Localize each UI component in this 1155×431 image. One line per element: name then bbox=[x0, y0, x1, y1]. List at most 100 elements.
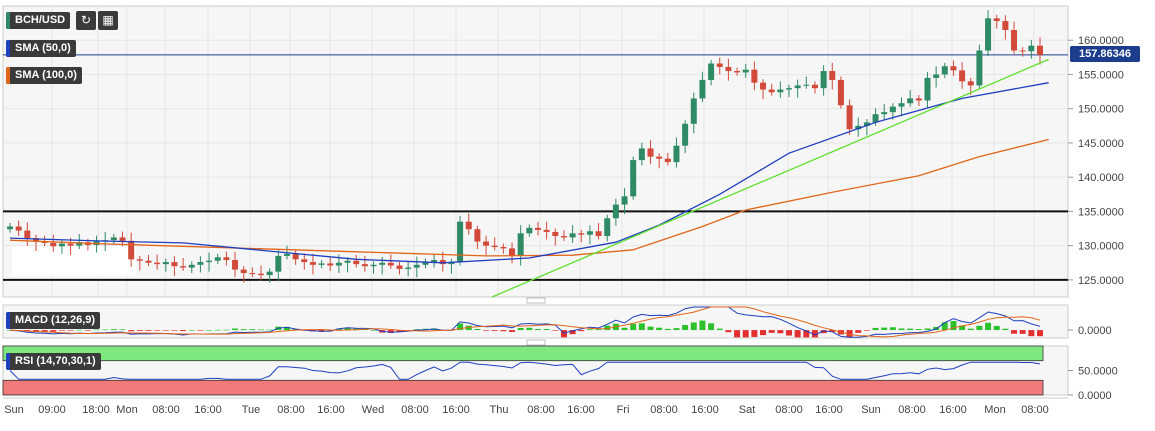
macd-legend[interactable]: MACD (12,26,9) bbox=[6, 312, 101, 329]
calendar-icon[interactable]: ▦ bbox=[98, 11, 118, 30]
candle-body-54 bbox=[474, 229, 481, 242]
time-tick-label-2: 18:00 bbox=[82, 404, 110, 416]
macd-bar-99 bbox=[863, 330, 870, 331]
candle-body-57 bbox=[500, 247, 507, 249]
macd-bar-16 bbox=[145, 330, 152, 331]
candle-body-56 bbox=[491, 245, 498, 248]
candle-body-14 bbox=[128, 240, 135, 260]
candle-body-5 bbox=[50, 242, 57, 247]
macd-bar-54 bbox=[474, 328, 481, 331]
macd-bar-101 bbox=[881, 327, 888, 331]
candle-body-81 bbox=[708, 63, 715, 80]
macd-panel-bg bbox=[2, 304, 1069, 339]
candle-body-117 bbox=[1019, 50, 1026, 52]
candle-body-104 bbox=[907, 98, 914, 104]
candle-body-37 bbox=[327, 263, 334, 266]
macd-bar-3 bbox=[32, 330, 39, 332]
macd-color-marker bbox=[6, 312, 10, 329]
sma50-legend[interactable]: SMA (50,0) bbox=[6, 40, 76, 57]
sma100-legend[interactable]: SMA (100,0) bbox=[6, 67, 82, 84]
candle-body-55 bbox=[483, 241, 490, 246]
rsi-legend[interactable]: RSI (14,70,30,1) bbox=[6, 353, 101, 370]
current-price-tag: 157.86346 bbox=[1070, 46, 1140, 62]
symbol-tag[interactable]: BCH/USD bbox=[6, 12, 71, 29]
macd-bar-77 bbox=[673, 328, 680, 331]
macd-bar-119 bbox=[1037, 330, 1043, 337]
candle-body-70 bbox=[612, 204, 619, 219]
macd-bar-109 bbox=[950, 320, 957, 331]
candle-body-1 bbox=[15, 226, 22, 231]
sma100-color-marker bbox=[6, 67, 10, 84]
macd-signal-line bbox=[9, 306, 1041, 338]
time-tick-label-0: Sun bbox=[4, 404, 24, 416]
macd-bar-14 bbox=[128, 330, 135, 332]
macd-bar-33 bbox=[292, 328, 299, 331]
macd-bar-30 bbox=[266, 329, 273, 331]
macd-bar-5 bbox=[50, 330, 57, 332]
time-tick-label-4: 08:00 bbox=[152, 404, 180, 416]
refresh-icon[interactable]: ↻ bbox=[76, 11, 96, 30]
price-tick-label-4: 145.0000 bbox=[1078, 138, 1124, 150]
macd-bar-78 bbox=[682, 325, 689, 331]
macd-bar-76 bbox=[664, 328, 671, 331]
macd-bar-17 bbox=[154, 330, 161, 331]
candle-body-109 bbox=[950, 66, 957, 71]
candle-body-45 bbox=[396, 265, 403, 269]
macd-bar-39 bbox=[344, 327, 351, 331]
candle-body-98 bbox=[855, 125, 862, 130]
macd-bar-9 bbox=[84, 330, 91, 331]
macd-bar-103 bbox=[898, 328, 905, 331]
candle-body-96 bbox=[837, 79, 844, 106]
macd-bar-88 bbox=[768, 330, 775, 333]
candle-body-64 bbox=[560, 236, 567, 238]
candle-body-46 bbox=[405, 267, 412, 269]
macd-bar-38 bbox=[335, 328, 342, 331]
candle-body-19 bbox=[171, 262, 178, 267]
macd-bar-62 bbox=[543, 329, 550, 331]
candle-body-6 bbox=[58, 243, 65, 247]
candle-body-99 bbox=[863, 122, 870, 126]
time-tick-label-18: Sat bbox=[739, 404, 756, 416]
candle-body-47 bbox=[413, 264, 420, 268]
candle-body-36 bbox=[318, 263, 325, 265]
candle-body-40 bbox=[353, 260, 360, 265]
candle-body-17 bbox=[154, 262, 161, 265]
macd-bar-4 bbox=[41, 330, 48, 332]
macd-bar-74 bbox=[647, 326, 654, 331]
candle-body-23 bbox=[206, 260, 213, 263]
candle-body-22 bbox=[197, 262, 204, 265]
price-tick-label-2: 135.0000 bbox=[1078, 206, 1124, 218]
sma50-label: SMA (50,0) bbox=[15, 42, 71, 54]
time-tick-label-15: Fri bbox=[617, 404, 630, 416]
macd-bar-105 bbox=[915, 329, 922, 331]
macd-bar-13 bbox=[119, 329, 126, 331]
macd-bar-26 bbox=[232, 328, 239, 331]
candle-body-34 bbox=[301, 259, 308, 263]
candle-body-108 bbox=[941, 66, 948, 75]
time-tick-label-11: 16:00 bbox=[442, 404, 470, 416]
candle-body-83 bbox=[725, 66, 732, 72]
candle-body-20 bbox=[180, 266, 187, 268]
candle-body-26 bbox=[232, 260, 239, 270]
candle-body-7 bbox=[67, 243, 74, 246]
candle-body-39 bbox=[344, 260, 351, 263]
candle-body-67 bbox=[586, 231, 593, 235]
time-tick-label-12: Thu bbox=[490, 404, 509, 416]
macd-bar-114 bbox=[993, 325, 1000, 331]
macd-bar-79 bbox=[690, 322, 697, 331]
macd-bar-72 bbox=[630, 323, 637, 331]
candle-body-68 bbox=[595, 231, 602, 237]
macd-resize-handle bbox=[526, 297, 546, 304]
candle-body-43 bbox=[379, 262, 386, 265]
macd-bar-28 bbox=[249, 329, 256, 331]
time-tick-label-14: 16:00 bbox=[567, 404, 595, 416]
candle-body-91 bbox=[794, 85, 801, 89]
macd-bar-116 bbox=[1011, 330, 1018, 334]
macd-bar-59 bbox=[517, 327, 524, 331]
rsi-color-marker bbox=[6, 353, 10, 370]
macd-bar-67 bbox=[586, 329, 593, 331]
candle-body-89 bbox=[777, 89, 784, 93]
macd-tick-label: 0.0000 bbox=[1078, 325, 1112, 337]
candle-body-59 bbox=[517, 233, 524, 256]
